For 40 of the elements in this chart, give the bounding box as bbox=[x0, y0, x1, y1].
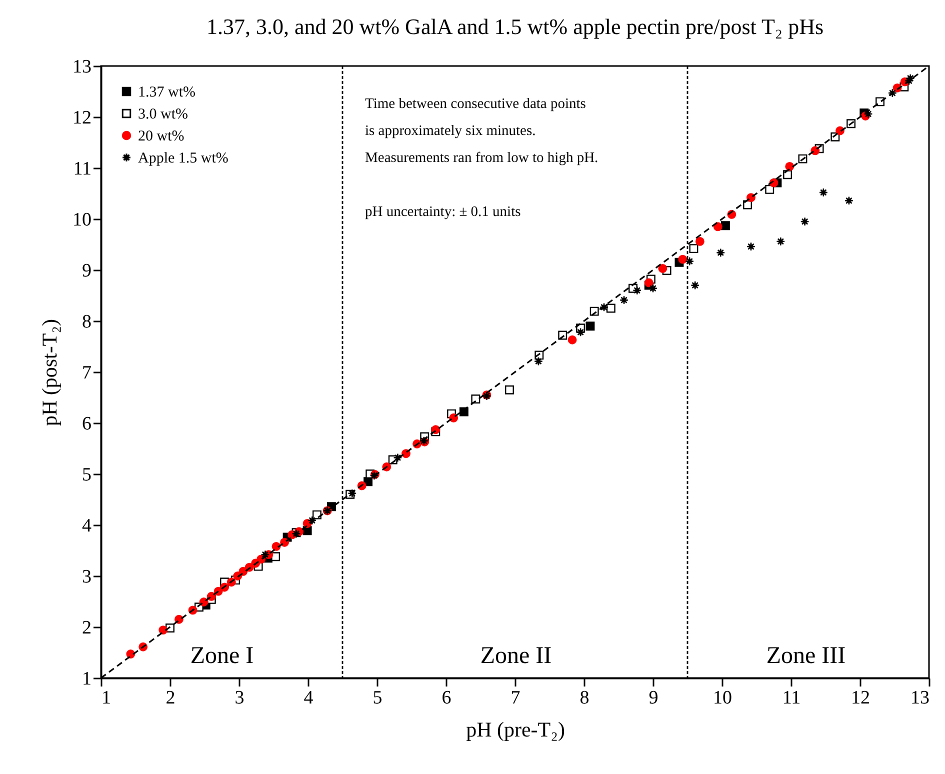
annotation: is approximately six minutes. bbox=[365, 123, 536, 139]
x-tick-label: 6 bbox=[442, 688, 452, 708]
x-tick-label: 4 bbox=[304, 688, 314, 708]
x-tick-label: 11 bbox=[782, 688, 801, 708]
x-axis-title: pH (pre-T₂) bbox=[466, 718, 565, 742]
x-tick-label: 13 bbox=[910, 688, 930, 708]
y-tick-label: 11 bbox=[73, 158, 92, 180]
y-tick-label: 10 bbox=[72, 210, 92, 230]
y-tick-label: 8 bbox=[82, 312, 92, 332]
x-tick-label: 1 bbox=[102, 688, 111, 708]
y-tick-label: 1 bbox=[82, 668, 92, 690]
annotation: Zone III bbox=[766, 643, 846, 669]
y-tick-label: 5 bbox=[82, 464, 92, 486]
legend-label: 3.0 wt% bbox=[138, 106, 188, 122]
x-tick-label: 2 bbox=[166, 688, 176, 708]
y-tick-label: 9 bbox=[82, 260, 92, 282]
y-tick-label: 2 bbox=[82, 618, 92, 638]
annotation: Time between consecutive data points bbox=[365, 96, 586, 112]
x-tick-label: 7 bbox=[510, 688, 520, 708]
legend-label: 20 wt% bbox=[138, 128, 184, 144]
y-tick-label: 13 bbox=[72, 56, 92, 78]
x-tick-label: 5 bbox=[372, 688, 382, 708]
y-tick-label: 6 bbox=[82, 414, 92, 434]
x-tick-label: 12 bbox=[851, 688, 870, 708]
y-tick-label: 4 bbox=[82, 516, 92, 536]
annotation: Zone II bbox=[480, 643, 552, 669]
annotation: Zone I bbox=[190, 643, 254, 669]
annotation: Measurements ran from low to high pH. bbox=[365, 150, 598, 166]
x-tick-label: 9 bbox=[648, 688, 658, 708]
y-tick-label: 12 bbox=[72, 108, 92, 128]
legend-label: Apple 1.5 wt% bbox=[138, 150, 228, 166]
y-tick-label: 3 bbox=[82, 566, 92, 588]
x-tick-label: 10 bbox=[713, 688, 732, 708]
x-tick-label: 8 bbox=[580, 688, 590, 708]
legend-label: 1.37 wt% bbox=[138, 84, 196, 100]
x-tick-label: 3 bbox=[234, 688, 244, 708]
chart-title: 1.37, 3.0, and 20 wt% GalA and 1.5 wt% apple pectin pre/post T₂ pHs bbox=[206, 14, 824, 39]
y-axis-title: pH (post-T₂) bbox=[38, 318, 62, 426]
annotation: pH uncertainty: ± 0.1 units bbox=[365, 204, 522, 220]
y-tick-label: 7 bbox=[82, 362, 92, 384]
